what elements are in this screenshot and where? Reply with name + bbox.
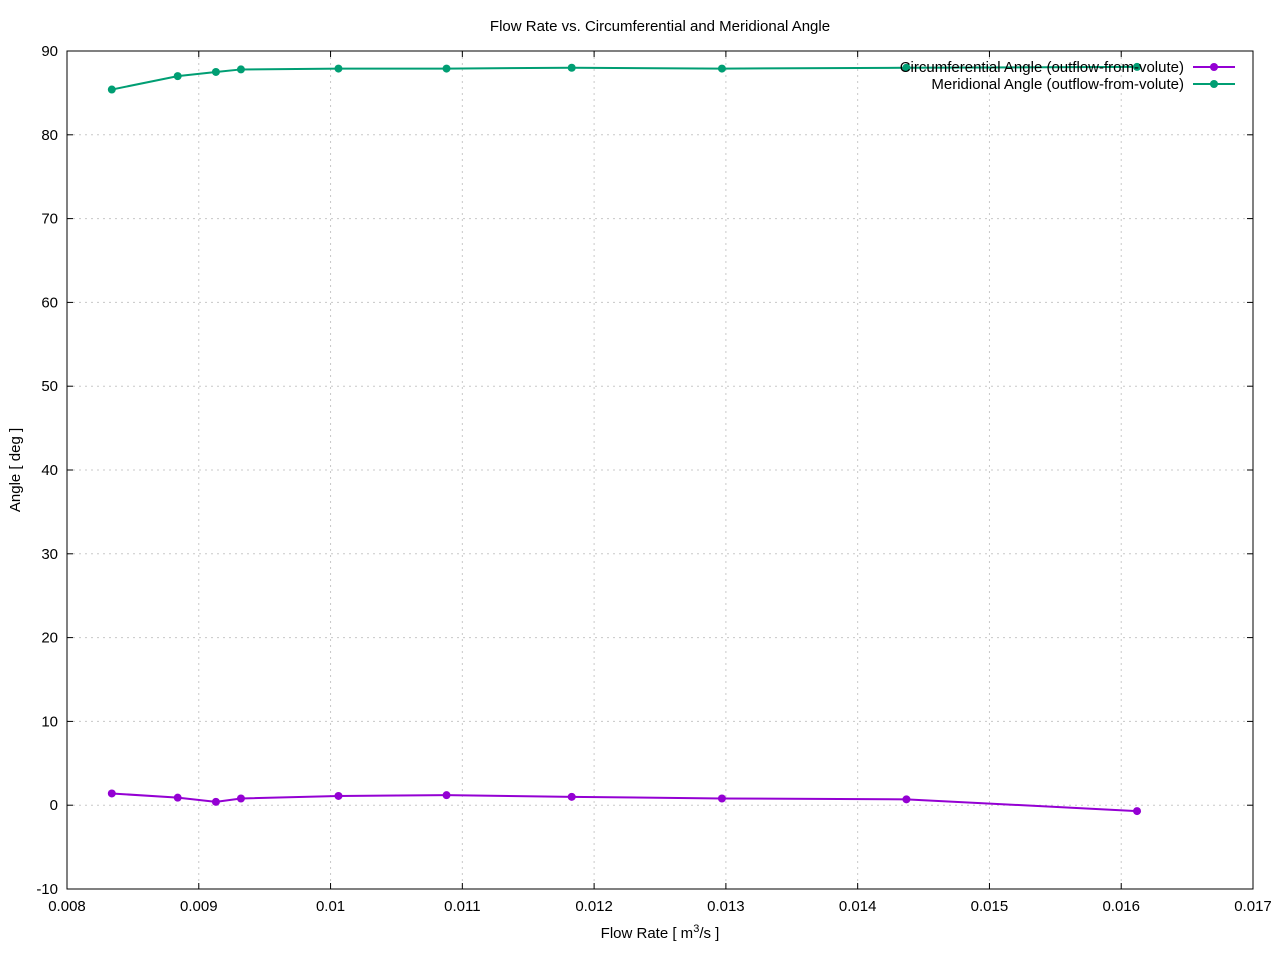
x-tick-label: 0.013 (707, 898, 745, 915)
series-meridional (107, 62, 1142, 94)
data-point-meridional (211, 67, 220, 76)
x-tick-label: 0.017 (1234, 898, 1272, 915)
x-axis-title: Flow Rate [ m3/s ] (601, 923, 720, 942)
x-tick-label: 0.008 (48, 898, 86, 915)
y-tick-label: 0 (50, 797, 58, 814)
data-point-meridional (442, 64, 451, 73)
x-tick-label: 0.014 (839, 898, 877, 915)
y-tick-label: 30 (41, 546, 58, 563)
data-point-meridional (902, 63, 911, 72)
data-point-meridional (1133, 62, 1142, 71)
data-point-circumferential (236, 794, 245, 803)
x-tick-label: 0.011 (444, 898, 480, 915)
data-point-circumferential (717, 794, 726, 803)
data-point-meridional (173, 72, 182, 81)
y-tick-label: 20 (41, 630, 58, 647)
data-point-meridional (717, 64, 726, 73)
data-point-circumferential (334, 791, 343, 800)
legend-item-circumferential: Circumferential Angle (outflow-from-volu… (900, 59, 1235, 76)
legend-item-meridional: Meridional Angle (outflow-from-volute) (931, 76, 1235, 93)
grid-layer (67, 51, 1253, 889)
data-point-meridional (107, 85, 116, 94)
data-point-meridional (236, 65, 245, 74)
y-tick-label: 40 (41, 462, 58, 479)
x-axis-title-tail: /s ] (699, 925, 719, 942)
data-point-circumferential (1133, 807, 1142, 816)
series-line-meridional (111, 65, 1138, 91)
y-tick-label: 50 (41, 378, 58, 395)
data-point-circumferential (173, 793, 182, 802)
x-tick-label: 0.012 (575, 898, 613, 915)
legend: Circumferential Angle (outflow-from-volu… (900, 59, 1235, 93)
legend-label: Meridional Angle (outflow-from-volute) (931, 76, 1184, 93)
tick-layer: 0.008 0.009 0.01 0.011 0.012 0.013 0.014 0.015 0… (36, 43, 1271, 915)
data-point-circumferential (442, 791, 451, 800)
x-tick-label: 0.009 (180, 898, 218, 915)
y-axis-title: Angle [ deg ] (7, 428, 24, 512)
y-tick-label: 60 (41, 294, 58, 311)
x-tick-label: 0.015 (971, 898, 1009, 915)
series-line-circumferential (111, 792, 1138, 813)
data-point-circumferential (107, 789, 116, 798)
x-axis-title-main: Flow Rate [ m (601, 925, 694, 942)
y-tick-label: 80 (41, 127, 58, 144)
data-point-circumferential (902, 795, 911, 804)
x-tick-label: 0.01 (316, 898, 345, 915)
x-tick-label: 0.016 (1102, 898, 1140, 915)
series-circumferential (107, 789, 1142, 816)
y-tick-label: -10 (36, 881, 58, 898)
y-tick-label: 10 (41, 713, 58, 730)
y-tick-label: 70 (41, 211, 58, 228)
data-point-circumferential (211, 797, 220, 806)
data-point-circumferential (567, 792, 576, 801)
series-layer (107, 62, 1142, 816)
x-axis-title-superscript: 3 (693, 923, 699, 935)
data-point-meridional (334, 64, 343, 73)
legend-swatch-marker (1210, 63, 1218, 71)
chart-title: Flow Rate vs. Circumferential and Meridi… (490, 18, 830, 35)
y-tick-label: 90 (41, 43, 58, 60)
legend-label: Circumferential Angle (outflow-from-volu… (900, 59, 1184, 76)
data-point-meridional (567, 63, 576, 72)
legend-swatch-marker (1210, 80, 1218, 88)
